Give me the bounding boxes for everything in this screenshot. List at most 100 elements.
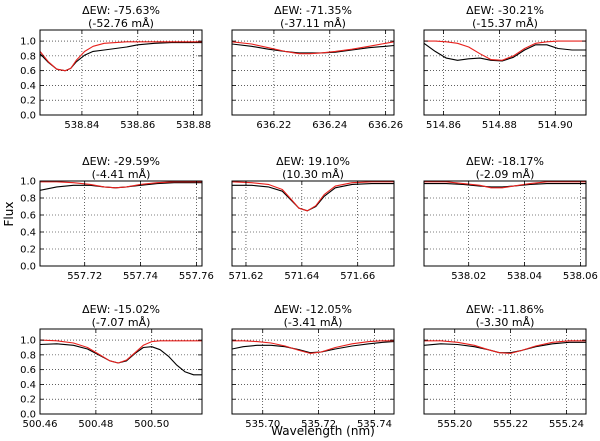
panel-3: ΔEW: -30.21%(-15.37 mÅ) 514.86 514.88 514.9… [423, 4, 587, 131]
panel-subtitle: (-52.76 mÅ) [88, 17, 154, 30]
y-tick-label: 0.8 [20, 194, 36, 205]
panel-title: ΔEW: -75.63% [82, 4, 160, 17]
model-spectrum-line [232, 181, 394, 212]
x-tick-label: 557.76 [179, 271, 214, 282]
y-tick-label: 0.0 [20, 111, 36, 122]
panel-title: ΔEW: -18.17% [466, 155, 544, 168]
observed-spectrum-line [40, 182, 202, 191]
panel-8: ΔEW: -12.05%(-3.41 mÅ) 535.70 535.72 535.74 [231, 303, 395, 430]
panel-2: ΔEW: -71.35%(-37.11 mÅ) 636.22 636.24 636.2… [231, 4, 403, 131]
panel-subtitle: (10.30 mÅ) [282, 168, 344, 181]
x-tick-label: 500.48 [78, 419, 113, 430]
panel-title: ΔEW: -71.35% [274, 4, 352, 17]
panel-frame [231, 328, 395, 415]
panel-subtitle: (-7.07 mÅ) [92, 316, 151, 329]
panel-1: ΔEW: -75.63%(-52.76 mÅ) 538.84 538.86 538.8… [20, 4, 211, 131]
observed-spectrum-line [40, 343, 202, 376]
observed-spectrum-line [40, 42, 202, 72]
x-tick-label: 636.24 [312, 120, 347, 131]
panel-4: ΔEW: -29.59%(-4.41 mÅ) 557.72 557.74 557.76… [20, 155, 214, 282]
y-tick-label: 0.2 [20, 96, 36, 107]
y-tick-label: 0.6 [20, 365, 36, 376]
panel-title: ΔEW: -30.21% [466, 4, 544, 17]
x-tick-label: 571.62 [228, 271, 263, 282]
model-spectrum-line [40, 339, 202, 364]
panel-subtitle: (-15.37 mÅ) [472, 17, 538, 30]
x-tick-label: 538.06 [563, 271, 598, 282]
x-tick-label: 538.84 [64, 120, 99, 131]
x-axis-label: Wavelength (nm) [271, 424, 375, 438]
model-spectrum-line [424, 181, 586, 189]
panel-title: ΔEW: 19.10% [276, 155, 350, 168]
x-tick-label: 538.04 [507, 271, 542, 282]
x-tick-label: 555.22 [493, 419, 528, 430]
y-tick-label: 1.0 [20, 177, 36, 188]
observed-spectrum-line [424, 42, 586, 62]
x-tick-label: 555.24 [549, 419, 584, 430]
x-tick-label: 500.46 [23, 419, 58, 430]
x-tick-label: 555.20 [437, 419, 472, 430]
y-tick-label: 0.2 [20, 395, 36, 406]
observed-spectrum-line [232, 341, 394, 354]
panel-frame [39, 29, 203, 116]
x-tick-label: 557.72 [67, 271, 102, 282]
x-tick-label: 500.50 [134, 419, 169, 430]
y-tick-label: 0.0 [20, 410, 36, 421]
y-tick-label: 0.8 [20, 350, 36, 361]
observed-spectrum-line [232, 183, 394, 212]
x-tick-label: 538.86 [120, 120, 155, 131]
model-spectrum-line [40, 181, 202, 189]
x-tick-label: 571.66 [340, 271, 375, 282]
panel-subtitle: (-4.41 mÅ) [92, 168, 151, 181]
panel-frame [423, 180, 587, 267]
y-tick-label: 0.2 [20, 245, 36, 256]
panel-7: ΔEW: -15.02%(-7.07 mÅ) 500.46 500.48 500.50… [20, 303, 203, 430]
x-tick-label: 514.86 [426, 120, 461, 131]
observed-spectrum-line [424, 183, 586, 188]
panel-title: ΔEW: -12.05% [274, 303, 352, 316]
panel-grid: ΔEW: -75.63%(-52.76 mÅ) 538.84 538.86 538.8… [20, 4, 598, 430]
y-tick-label: 1.0 [20, 336, 36, 347]
panel-frame [423, 328, 587, 415]
panel-frame [39, 180, 203, 267]
panel-title: ΔEW: -29.59% [82, 155, 160, 168]
panel-subtitle: (-37.11 mÅ) [280, 17, 346, 30]
x-tick-label: 636.26 [368, 120, 403, 131]
x-tick-label: 636.22 [256, 120, 291, 131]
panel-subtitle: (-3.30 mÅ) [476, 316, 535, 329]
x-tick-label: 538.88 [176, 120, 211, 131]
y-tick-label: 0.6 [20, 211, 36, 222]
model-spectrum-line [232, 340, 394, 354]
model-spectrum-line [424, 340, 586, 354]
y-tick-label: 1.0 [20, 37, 36, 48]
model-spectrum-line [40, 41, 202, 72]
y-tick-label: 0.8 [20, 51, 36, 62]
panel-frame [231, 180, 395, 267]
panel-frame [231, 29, 395, 116]
panel-title: ΔEW: -11.86% [466, 303, 544, 316]
y-tick-label: 0.6 [20, 66, 36, 77]
x-tick-label: 514.90 [538, 120, 573, 131]
panel-title: ΔEW: -15.02% [82, 303, 160, 316]
y-tick-label: 0.4 [20, 81, 36, 92]
y-tick-label: 0.4 [20, 228, 36, 239]
x-tick-label: 538.02 [451, 271, 486, 282]
x-tick-label: 557.74 [123, 271, 158, 282]
panel-6: ΔEW: -18.17%(-2.09 mÅ) 538.02 538.04 538.06 [423, 155, 598, 282]
model-spectrum-line [424, 40, 586, 61]
x-tick-label: 535.74 [357, 419, 392, 430]
y-tick-label: 0.0 [20, 262, 36, 273]
panel-frame [39, 328, 203, 415]
panel-9: ΔEW: -11.86%(-3.30 mÅ) 555.20 555.22 555.24 [423, 303, 587, 430]
x-tick-label: 535.72 [301, 419, 336, 430]
x-tick-label: 535.70 [245, 419, 280, 430]
x-tick-label: 571.64 [284, 271, 319, 282]
panel-subtitle: (-2.09 mÅ) [476, 168, 535, 181]
panel-frame [423, 29, 587, 116]
observed-spectrum-line [424, 341, 586, 354]
panel-5: ΔEW: 19.10%(10.30 mÅ) 571.62 571.64 571.66 [228, 155, 395, 282]
x-tick-label: 514.88 [482, 120, 517, 131]
y-axis-label: Flux [2, 202, 16, 227]
y-tick-label: 0.4 [20, 380, 36, 391]
